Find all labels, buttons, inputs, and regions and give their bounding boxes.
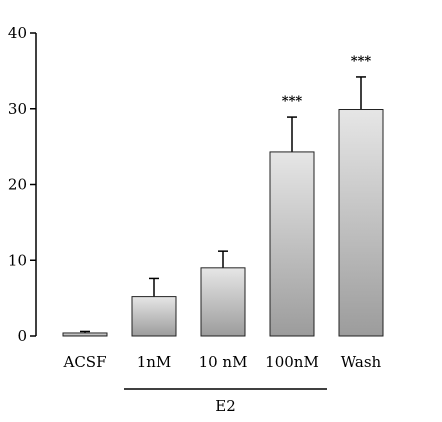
x-tick-label: ACSF [63, 353, 107, 371]
group-label: E2 [215, 397, 236, 415]
group-bracket: E2 [124, 388, 327, 415]
y-tick-label: 10 [8, 251, 27, 269]
significance-marker: *** [282, 94, 303, 109]
bar [338, 109, 384, 337]
y-tick-label: 40 [8, 24, 27, 42]
x-tick-label: 1nM [137, 353, 172, 371]
bar [131, 296, 177, 337]
x-tick-label: 10 nM [199, 353, 248, 371]
y-axis: 0 10 20 30 40 [8, 24, 37, 345]
bar [200, 267, 246, 337]
significance-marker: *** [351, 54, 372, 69]
y-tick-label: 20 [8, 176, 27, 194]
bars: *** *** [62, 54, 384, 337]
x-tick-label: Wash [341, 353, 382, 371]
y-tick-label: 0 [17, 327, 27, 345]
x-axis-labels: ACSF 1nM 10 nM 100nM Wash [63, 353, 382, 371]
y-tick-label: 30 [8, 100, 27, 118]
x-tick-label: 100nM [265, 353, 319, 371]
bar [62, 332, 108, 337]
bar [269, 151, 315, 337]
